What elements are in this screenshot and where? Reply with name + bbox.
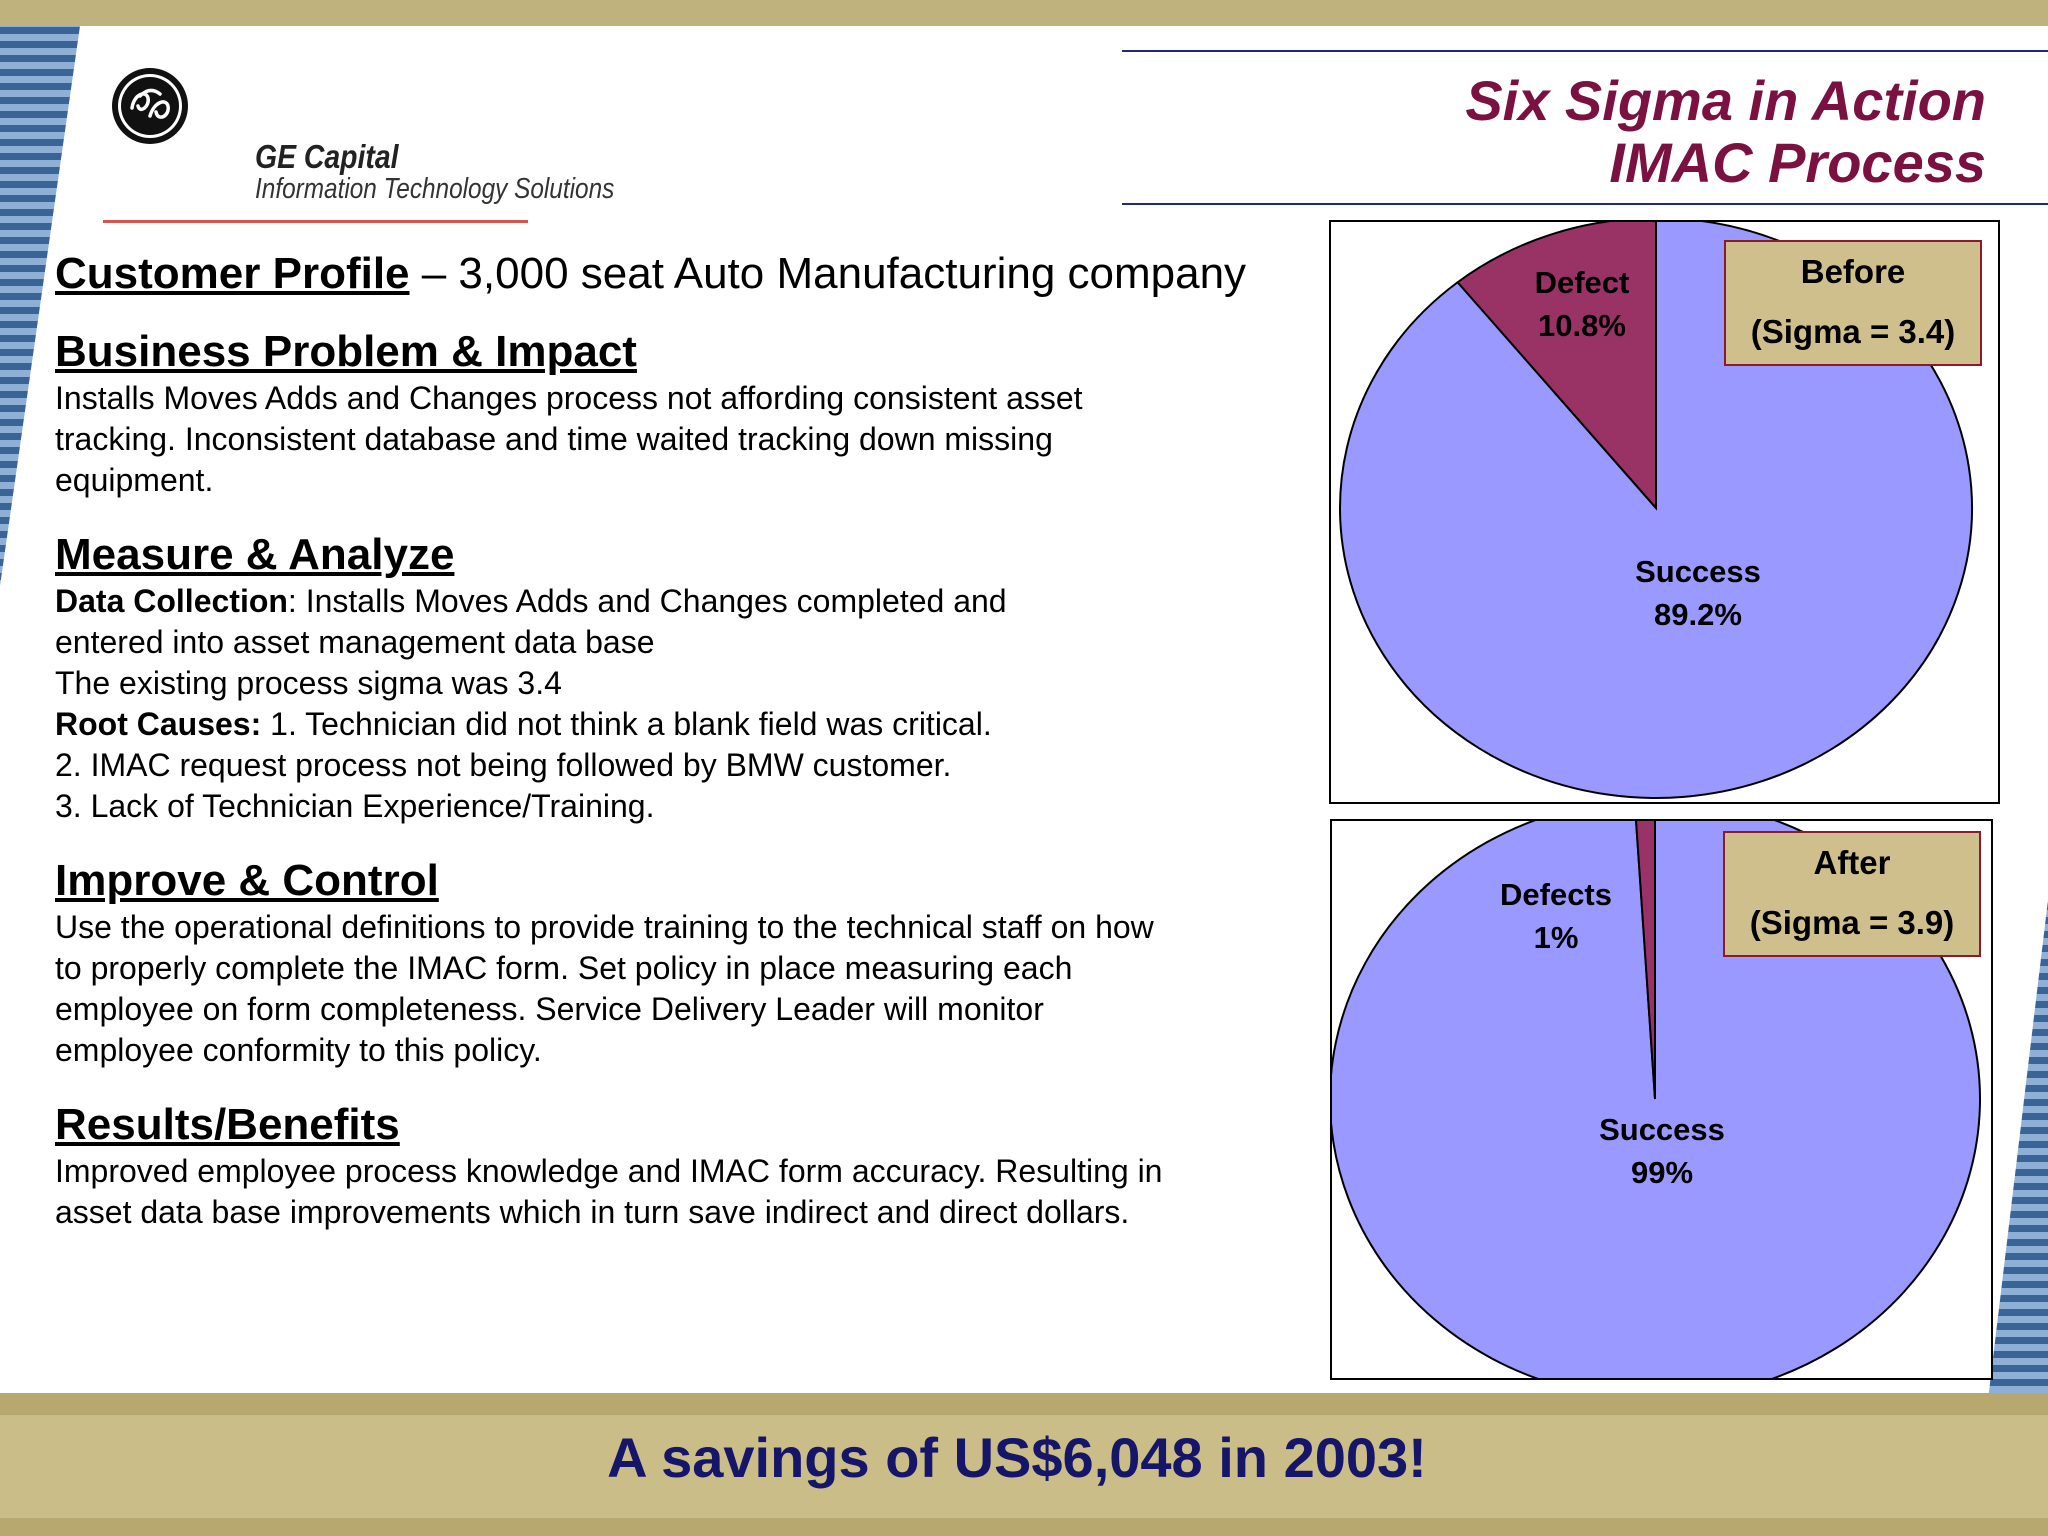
before-legend-box: Before (Sigma = 3.4) — [1724, 240, 1982, 366]
ge-logo-icon — [112, 68, 188, 144]
before-legend-line2: (Sigma = 3.4) — [1750, 313, 1956, 350]
before-defect-value-label: 10.8% — [1538, 308, 1626, 343]
root-causes-line: Root Causes: 1. Technician did not think… — [55, 704, 1305, 745]
after-defect-slice — [1635, 821, 1656, 1100]
page-title: Six Sigma in Action IMAC Process — [1465, 70, 1986, 194]
before-pie-chart: Defect 10.8% Success 89.2% Before (Sigma = … — [1329, 220, 2000, 804]
data-collection-body: : Installs Moves Adds and Changes comple… — [55, 583, 1007, 660]
brand-block: GE Capital Information Technology Soluti… — [255, 140, 683, 204]
business-problem-heading: Business Problem & Impact — [55, 327, 637, 376]
before-success-value-label: 89.2% — [1654, 597, 1742, 632]
root-causes-label: Root Causes: — [55, 706, 262, 742]
before-defect-slice — [1456, 222, 1657, 511]
brand-name: GE Capital — [255, 138, 399, 175]
after-defect-label: Defects — [1500, 877, 1612, 912]
customer-profile-text: – 3,000 seat Auto Manufacturing company — [409, 249, 1247, 298]
measure-analyze-heading: Measure & Analyze — [55, 530, 455, 579]
customer-profile: Customer Profile – 3,000 seat Auto Manuf… — [55, 248, 1305, 300]
improve-control-text: Use the operational definitions to provi… — [55, 909, 1154, 1068]
data-collection-label: Data Collection — [55, 583, 288, 619]
root-cause-2: 2. IMAC request process not being follow… — [55, 747, 952, 783]
results-section: Results/Benefits Improved employee proce… — [55, 1099, 1305, 1233]
improve-control-section: Improve & Control Use the operational de… — [55, 855, 1305, 1071]
right-stripe-decoration — [1988, 900, 2048, 1400]
savings-banner: A savings of US$6,048 in 2003! — [607, 1426, 1427, 1489]
data-collection-text: Data Collection: Installs Moves Adds and… — [55, 581, 1105, 663]
business-problem-section: Business Problem & Impact Installs Moves… — [55, 326, 1305, 501]
after-legend-line1: After — [1813, 844, 1891, 881]
title-line-1: Six Sigma in Action — [1465, 69, 1986, 132]
title-rule-bottom — [1122, 203, 2048, 205]
measure-analyze-section: Measure & Analyze Data Collection: Insta… — [55, 529, 1305, 827]
customer-profile-heading: Customer Profile — [55, 249, 410, 298]
title-rule-top — [1122, 50, 2048, 52]
after-legend-line2: (Sigma = 3.9) — [1749, 904, 1955, 941]
business-problem-text: Installs Moves Adds and Changes process … — [55, 380, 1083, 498]
results-text: Improved employee process knowledge and … — [55, 1153, 1163, 1230]
after-legend-box: After (Sigma = 3.9) — [1723, 831, 1981, 957]
improve-control-heading: Improve & Control — [55, 856, 439, 905]
after-defect-value-label: 1% — [1534, 920, 1579, 955]
brand-subtitle: Information Technology Solutions — [255, 173, 615, 205]
sigma-line: The existing process sigma was 3.4 — [55, 665, 562, 701]
top-band — [0, 0, 2048, 26]
after-success-value-label: 99% — [1631, 1155, 1693, 1190]
bottom-band — [0, 1393, 2048, 1536]
root-cause-1: 1. Technician did not think a blank fiel… — [261, 706, 992, 742]
before-success-label: Success — [1635, 554, 1761, 589]
before-defect-label: Defect — [1535, 265, 1630, 300]
before-legend-line1: Before — [1800, 253, 1906, 290]
logo-divider — [103, 220, 528, 223]
results-heading: Results/Benefits — [55, 1100, 400, 1149]
after-pie-svg: Defects 1% Success 99% — [1332, 821, 1981, 1378]
root-cause-3: 3. Lack of Technician Experience/Trainin… — [55, 788, 655, 824]
after-success-label: Success — [1599, 1112, 1725, 1147]
title-line-2: IMAC Process — [1609, 131, 1986, 194]
main-content: Customer Profile – 3,000 seat Auto Manuf… — [55, 248, 1305, 1261]
after-pie-chart: Defects 1% Success 99% After (Sigma = 3.9) — [1330, 819, 1993, 1380]
